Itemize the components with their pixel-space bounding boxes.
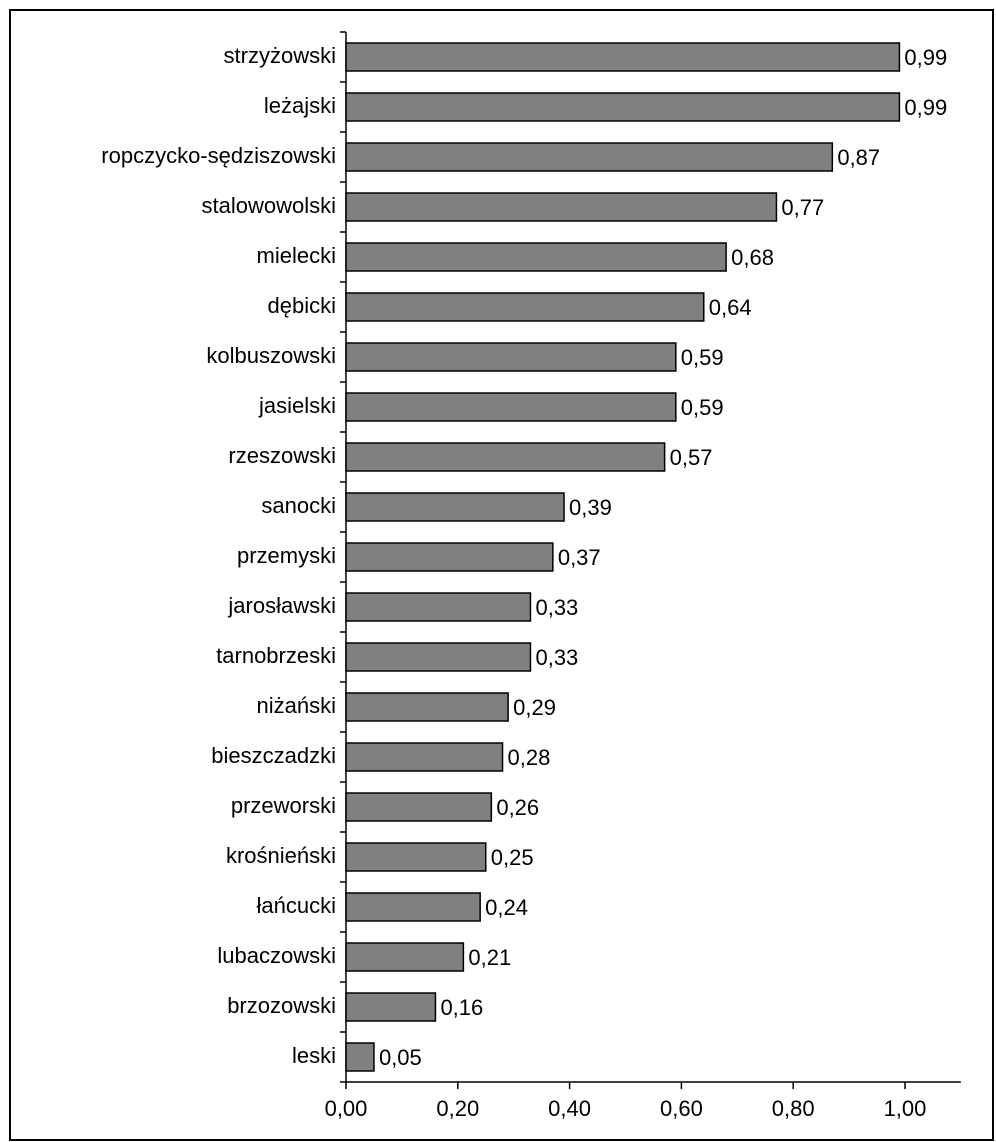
bar bbox=[345, 1042, 375, 1072]
data-label: 0,59 bbox=[681, 395, 724, 420]
data-label: 0,05 bbox=[379, 1045, 422, 1070]
bar bbox=[345, 642, 532, 672]
data-label: 0,33 bbox=[535, 645, 578, 670]
bar bbox=[345, 542, 554, 572]
y-tick-label: lubaczowski bbox=[217, 943, 336, 968]
data-label: 0,28 bbox=[508, 745, 551, 770]
y-tick-label: przemyski bbox=[237, 543, 336, 568]
y-tick-label: niżański bbox=[257, 693, 336, 718]
data-label: 0,21 bbox=[468, 945, 511, 970]
bar bbox=[345, 42, 901, 72]
y-tick-label: dębicki bbox=[268, 293, 336, 318]
data-label: 0,77 bbox=[781, 195, 824, 220]
data-label: 0,99 bbox=[904, 45, 947, 70]
bar bbox=[345, 242, 727, 272]
y-tick-label: jasielski bbox=[258, 393, 336, 418]
y-tick-label: leski bbox=[292, 1043, 336, 1068]
bar bbox=[345, 392, 677, 422]
y-tick-label: leżajski bbox=[264, 93, 336, 118]
bar bbox=[345, 192, 778, 222]
bar bbox=[345, 892, 481, 922]
data-label: 0,29 bbox=[513, 695, 556, 720]
y-tick-label: tarnobrzeski bbox=[216, 643, 336, 668]
y-tick-label: bieszczadzki bbox=[211, 743, 336, 768]
y-tick-label: strzyżowski bbox=[224, 43, 336, 68]
data-label: 0,64 bbox=[709, 295, 752, 320]
data-label: 0,26 bbox=[496, 795, 539, 820]
data-label: 0,25 bbox=[491, 845, 534, 870]
x-tick-label: 1,00 bbox=[884, 1096, 927, 1121]
y-tick-label: krośnieński bbox=[226, 843, 336, 868]
data-label: 0,37 bbox=[558, 545, 601, 570]
data-label: 0,16 bbox=[440, 995, 483, 1020]
y-tick-label: przeworski bbox=[231, 793, 336, 818]
bar bbox=[345, 842, 487, 872]
bar bbox=[345, 142, 834, 172]
y-tick-label: jarosławski bbox=[227, 593, 336, 618]
y-tick-label: łańcucki bbox=[257, 893, 336, 918]
bar bbox=[345, 442, 666, 472]
bar bbox=[345, 592, 532, 622]
bar bbox=[345, 692, 509, 722]
bar bbox=[345, 342, 677, 372]
x-tick-label: 0,80 bbox=[772, 1096, 815, 1121]
data-label: 0,99 bbox=[904, 95, 947, 120]
y-tick-label: sanocki bbox=[261, 493, 336, 518]
bar bbox=[345, 742, 504, 772]
bar bbox=[345, 992, 437, 1022]
data-label: 0,68 bbox=[731, 245, 774, 270]
y-tick-label: stalowowolski bbox=[202, 193, 337, 218]
data-label: 0,87 bbox=[837, 145, 880, 170]
data-label: 0,59 bbox=[681, 345, 724, 370]
data-label: 0,57 bbox=[670, 445, 713, 470]
x-tick-label: 0,40 bbox=[548, 1096, 591, 1121]
bar bbox=[345, 492, 565, 522]
y-tick-label: rzeszowski bbox=[228, 443, 336, 468]
chart-frame bbox=[9, 9, 994, 1141]
y-tick-label: ropczycko-sędziszowski bbox=[101, 143, 336, 168]
data-label: 0,24 bbox=[485, 895, 528, 920]
bar bbox=[345, 942, 465, 972]
x-tick-label: 0,00 bbox=[325, 1096, 368, 1121]
bar bbox=[345, 92, 901, 122]
data-label: 0,39 bbox=[569, 495, 612, 520]
x-tick-label: 0,60 bbox=[660, 1096, 703, 1121]
data-label: 0,33 bbox=[535, 595, 578, 620]
bar bbox=[345, 792, 493, 822]
y-tick-label: kolbuszowski bbox=[206, 343, 336, 368]
y-tick-label: mielecki bbox=[257, 243, 336, 268]
x-tick-label: 0,20 bbox=[436, 1096, 479, 1121]
y-tick-label: brzozowski bbox=[227, 993, 336, 1018]
bar bbox=[345, 292, 705, 322]
